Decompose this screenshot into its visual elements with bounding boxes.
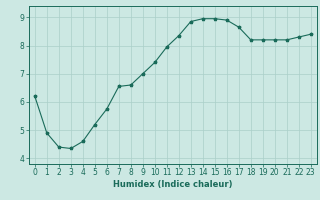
X-axis label: Humidex (Indice chaleur): Humidex (Indice chaleur): [113, 180, 233, 189]
